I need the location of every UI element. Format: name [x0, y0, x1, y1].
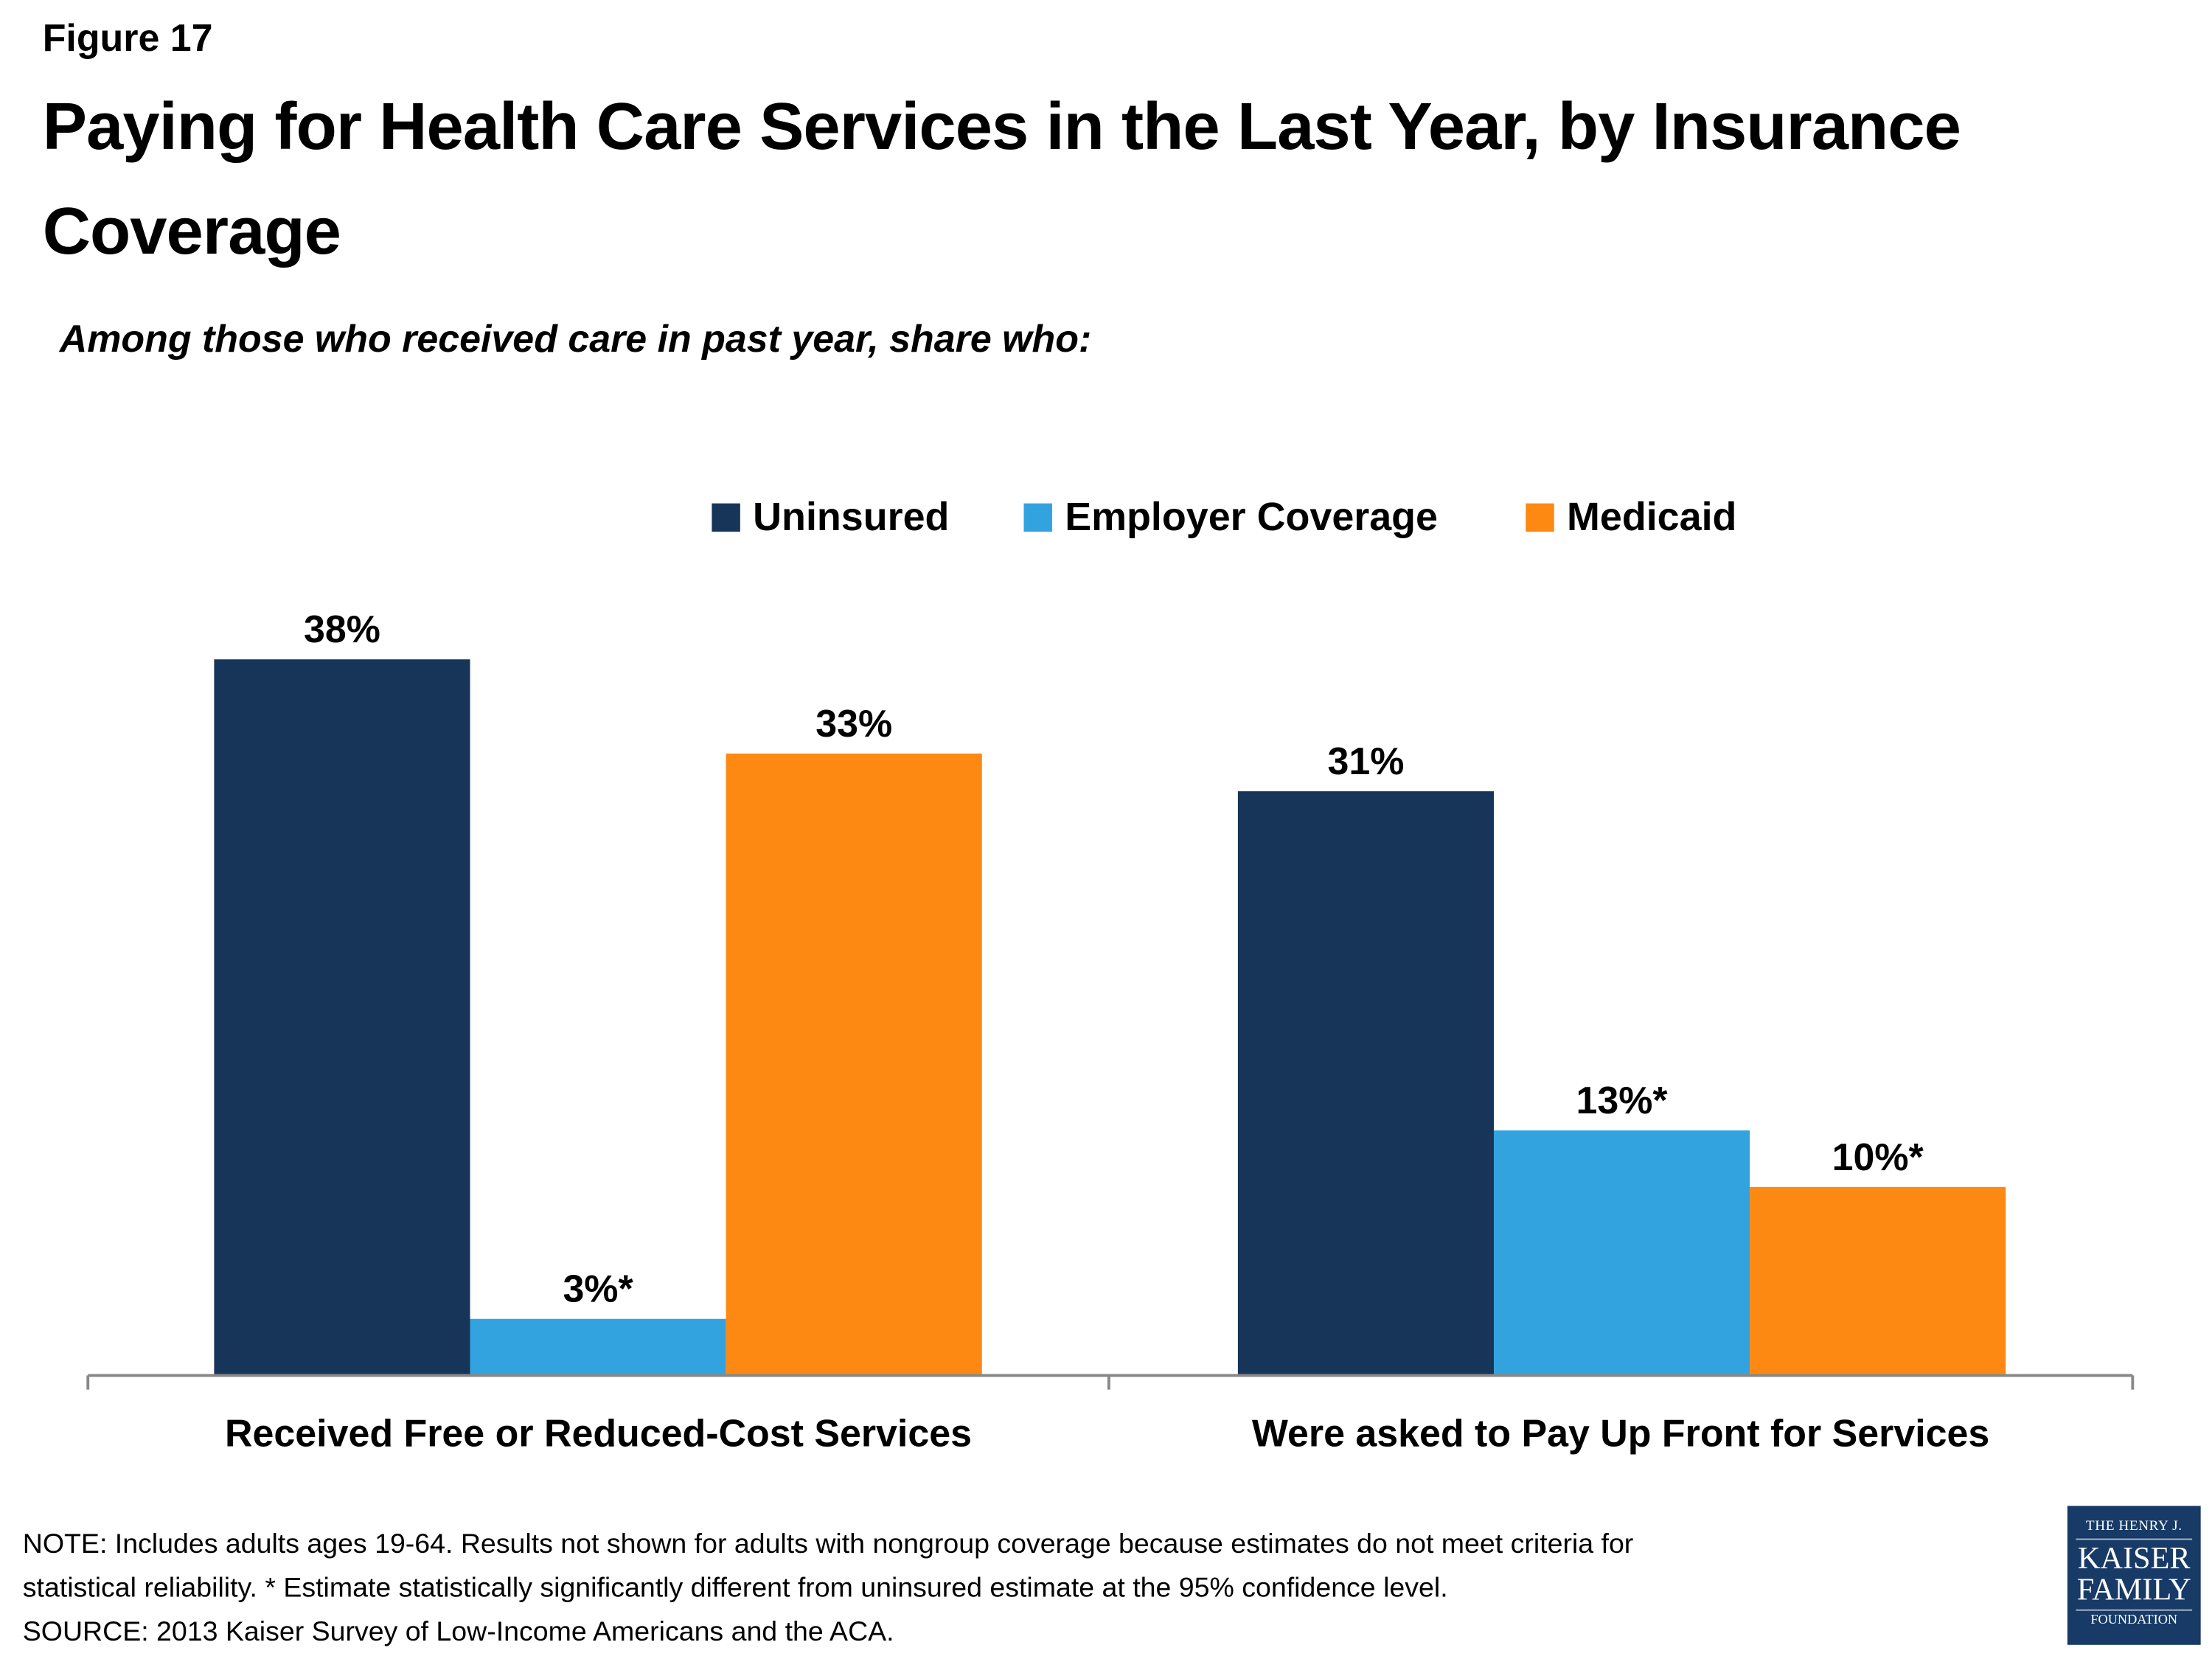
bar: [1493, 1130, 1750, 1376]
bar: [726, 754, 982, 1376]
data-label: 31%: [1327, 740, 1404, 783]
bar-chart: 38% 31% 3%* 13%* 33% 10%*: [86, 608, 2135, 1390]
legend-label: Uninsured: [753, 495, 950, 539]
bar: [1750, 1186, 2006, 1376]
bar: [214, 659, 470, 1376]
legend-label: Medicaid: [1567, 495, 1737, 539]
chart-title: Paying for Health Care Services in the L…: [42, 88, 1961, 268]
legend-swatch: [1023, 503, 1052, 532]
category-label: Received Free or Reduced-Cost Services: [225, 1412, 973, 1455]
footnote: NOTE: Includes adults ages 19-64. Result…: [23, 1523, 2037, 1655]
data-label: 3%*: [563, 1268, 633, 1311]
legend-swatch: [712, 503, 740, 532]
bar: [1237, 791, 1494, 1376]
figure-label: Figure 17: [42, 17, 213, 60]
legend-item-medicaid: Medicaid: [1526, 495, 1736, 540]
kff-logo: THE HENRY J. KAISER FAMILY FOUNDATION: [2067, 1506, 2201, 1645]
data-label: 33%: [815, 703, 892, 745]
legend-item-employer: Employer Coverage: [1023, 495, 1438, 540]
note-line: statistical reliability. * Estimate stat…: [22, 1572, 1448, 1604]
bar: [470, 1318, 726, 1376]
data-label: 10%*: [1832, 1136, 1924, 1179]
legend-item-uninsured: Uninsured: [712, 495, 949, 540]
source-line: SOURCE: 2013 Kaiser Survey of Low-Income…: [22, 1616, 894, 1648]
chart-subtitle: Among those who received care in past ye…: [59, 317, 1092, 361]
legend-label: Employer Coverage: [1065, 495, 1439, 539]
data-label: 38%: [304, 608, 380, 651]
note-line: NOTE: Includes adults ages 19-64. Result…: [22, 1528, 1634, 1560]
category-label: Were asked to Pay Up Front for Services: [1251, 1412, 1990, 1455]
legend-swatch: [1526, 503, 1554, 532]
data-label: 13%*: [1576, 1079, 1668, 1122]
